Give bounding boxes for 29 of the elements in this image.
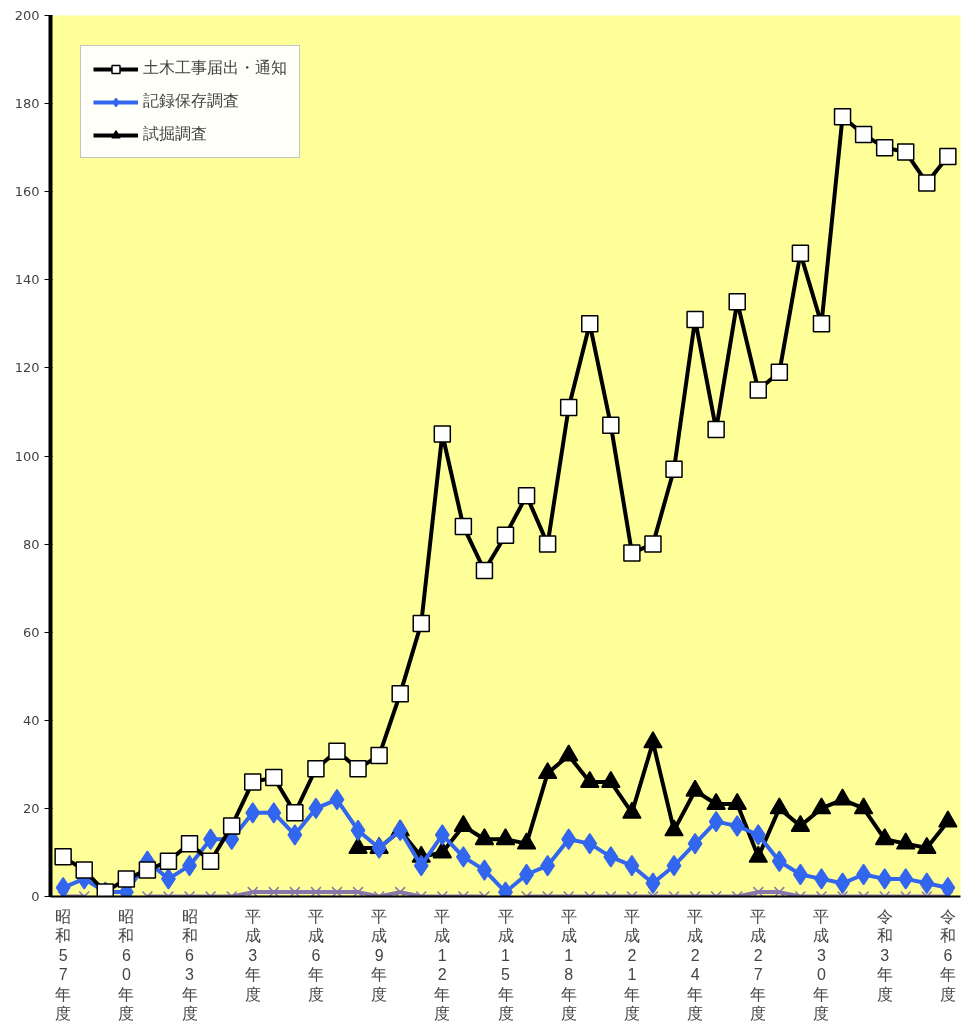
legend-label: 土木工事届出・通知 bbox=[143, 58, 287, 78]
x-tick-label: 平成21年度 bbox=[623, 907, 640, 1023]
legend-label: 試掘調査 bbox=[143, 124, 207, 144]
x-tick-label: 平成3年度 bbox=[244, 907, 261, 1003]
y-tick-label: 0 bbox=[31, 889, 40, 904]
x-tick-label: 平成15年度 bbox=[497, 907, 514, 1023]
x-tick-label: 昭和63年度 bbox=[181, 907, 198, 1023]
x-tick-label: 令和6年度 bbox=[939, 907, 956, 1003]
y-tick-label: 200 bbox=[14, 8, 40, 23]
y-tick-label: 40 bbox=[22, 712, 40, 728]
x-tick-label: 昭和60年度 bbox=[118, 907, 135, 1023]
x-tick-label: 平成24年度 bbox=[687, 907, 704, 1023]
x-tick-label: 平成30年度 bbox=[813, 907, 830, 1023]
y-tick-label: 80 bbox=[22, 536, 40, 552]
y-tick-label: 60 bbox=[22, 624, 40, 640]
x-tick-label: 平成18年度 bbox=[560, 907, 577, 1023]
x-tick-label: 平成6年度 bbox=[307, 907, 324, 1003]
legend-label: 記録保存調査 bbox=[143, 91, 239, 111]
x-tick-label: 令和3年度 bbox=[876, 907, 893, 1003]
y-tick-label: 120 bbox=[14, 360, 40, 376]
y-tick-label: 20 bbox=[22, 800, 40, 816]
y-tick-label: 160 bbox=[14, 184, 40, 200]
x-tick-label: 平成12年度 bbox=[434, 907, 451, 1023]
x-tick-label: 平成27年度 bbox=[750, 907, 767, 1023]
x-tick-label: 昭和57年度 bbox=[55, 907, 72, 1023]
y-tick-label: 140 bbox=[14, 272, 40, 288]
x-tick-label: 平成9年度 bbox=[371, 907, 388, 1003]
y-tick-label: 100 bbox=[14, 448, 40, 464]
y-tick-label: 180 bbox=[14, 96, 40, 112]
